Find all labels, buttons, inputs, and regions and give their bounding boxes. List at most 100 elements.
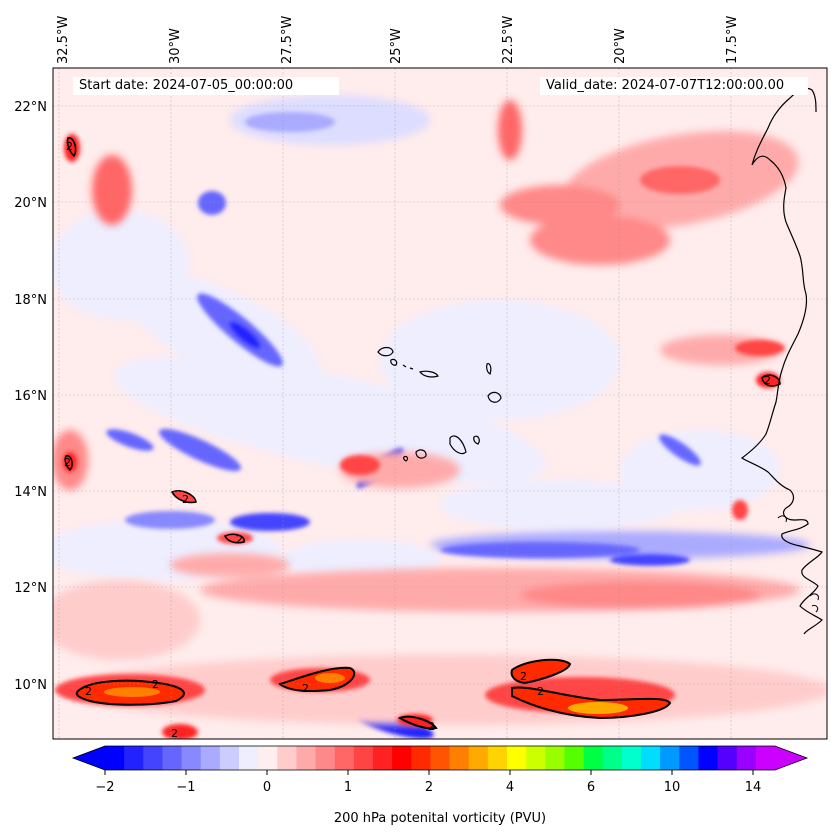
island-boa-vista xyxy=(487,391,502,403)
island-santiago xyxy=(449,435,467,455)
colorbar-tick-labels: −2 −1 0 1 2 4 6 10 14 xyxy=(95,780,761,795)
colorbar-segment xyxy=(641,746,661,770)
latitude-labels: 22°N 20°N 18°N 16°N 14°N 12°N 10°N xyxy=(14,100,47,693)
colorbar-tick-label: 6 xyxy=(587,780,595,795)
colorbar-extend-low xyxy=(73,746,105,770)
colorbar-segment xyxy=(162,746,183,770)
colorbar-segment xyxy=(660,746,680,770)
lon-label: 30°W xyxy=(168,28,183,64)
contour-label: 2 xyxy=(520,670,527,683)
strong-pv-area xyxy=(640,166,720,194)
low-pv-area xyxy=(620,430,780,510)
lon-label: 27.5°W xyxy=(280,16,295,64)
lon-label: 17.5°W xyxy=(725,16,740,64)
map-panel: 2 2 2 2 2 2 2 2 2 2 2 2 xyxy=(53,68,827,740)
west-africa-coastline xyxy=(740,87,823,635)
contour-label: 2 xyxy=(171,727,178,740)
pv-max-core xyxy=(568,702,628,714)
colorbar-segment xyxy=(219,746,240,770)
lat-label: 20°N xyxy=(14,196,47,211)
high-pv-area xyxy=(92,155,132,225)
pv-contour-region xyxy=(66,137,77,158)
low-pv-area xyxy=(114,356,546,484)
island-sal xyxy=(486,363,492,375)
strong-pv-area xyxy=(732,500,748,520)
pv-max-core xyxy=(104,687,160,697)
colorbar-segment xyxy=(296,746,317,770)
colorbar-tick-label: −1 xyxy=(176,780,195,795)
cape-verde-islands xyxy=(377,346,502,462)
negative-pv-streak xyxy=(659,434,701,466)
high-pv-area xyxy=(498,100,522,160)
colorbar-segment xyxy=(353,746,374,770)
colorbar-tick-label: 2 xyxy=(425,780,433,795)
colorbar-segment xyxy=(679,746,699,770)
pv-contour-region xyxy=(223,533,245,544)
high-pv-area xyxy=(500,185,620,225)
coastline-detail xyxy=(809,593,819,601)
contour-label: 2 xyxy=(85,685,92,698)
colorbar-segment xyxy=(621,746,642,770)
negative-pv-features xyxy=(106,112,701,739)
contour-labels: 2 2 2 2 2 2 2 2 2 2 2 2 xyxy=(64,140,771,740)
contour-label: 2 xyxy=(182,493,189,506)
island-fogo xyxy=(415,449,427,459)
colorbar-tick-label: 10 xyxy=(664,780,681,795)
negative-pv-streak xyxy=(440,542,640,558)
colorbar-ticks xyxy=(104,770,754,775)
colorbar-tick-label: 14 xyxy=(745,780,762,795)
strong-pv-area xyxy=(162,724,198,739)
longitude-labels: 32.5°W 30°W 27.5°W 25°W 22.5°W 20°W 17.5… xyxy=(56,16,740,64)
pv-2-contours xyxy=(64,137,781,730)
contour-label: 2 xyxy=(428,720,435,733)
colorbar-tick-label: 4 xyxy=(506,780,514,795)
colorbar-segment xyxy=(736,746,757,770)
colorbar-segment xyxy=(143,746,163,770)
colorbar-segment xyxy=(411,746,431,770)
colorbar-segment xyxy=(545,746,565,770)
contour-label: 2 xyxy=(64,456,71,469)
colorbar-segment xyxy=(315,746,336,770)
lon-label: 20°W xyxy=(613,28,628,64)
pv-max-core xyxy=(315,673,345,683)
lon-label: 22.5°W xyxy=(501,16,516,64)
colorbar-segment xyxy=(200,746,221,770)
map-frame xyxy=(52,67,828,740)
pv-contour-region xyxy=(510,658,572,685)
pv-contour-region xyxy=(170,490,197,504)
contour-label: 2 xyxy=(152,678,159,691)
contour-label: 2 xyxy=(302,682,309,695)
colorbar-segment xyxy=(430,746,451,770)
negative-pv-streak xyxy=(158,428,242,472)
colorbar-extend-high xyxy=(775,746,807,770)
gridlines xyxy=(53,68,827,739)
coastline-detail xyxy=(777,515,787,523)
colorbar-segment xyxy=(449,746,470,770)
negative-pv-core xyxy=(229,321,261,349)
high-pv-area xyxy=(530,215,670,265)
colorbar-segment xyxy=(755,746,776,770)
contour-label: 2 xyxy=(537,685,544,698)
colorbar-segment xyxy=(277,746,297,770)
colorbar-segment xyxy=(105,746,125,770)
colorbar-tick-label: 1 xyxy=(344,780,352,795)
colorbar-segments xyxy=(105,746,776,770)
negative-pv-streak xyxy=(198,191,226,215)
strong-pv-area xyxy=(735,340,785,356)
colorbar-segment xyxy=(583,746,604,770)
island-santo-antao xyxy=(377,346,394,357)
colorbar-segment xyxy=(526,746,546,770)
lat-label: 14°N xyxy=(14,485,47,500)
valid-date-text: Valid_date: 2024-07-07T12:00:00.00 xyxy=(546,78,785,93)
colorbar-tick-label: −2 xyxy=(95,780,114,795)
contour-label: 2 xyxy=(236,533,243,546)
contour-label: 2 xyxy=(66,140,73,153)
valid-date-annotation: Valid_date: 2024-07-07T12:00:00.00 xyxy=(540,77,808,95)
colorbar-segment xyxy=(373,746,393,770)
high-pv-area xyxy=(170,553,290,577)
low-pv-area xyxy=(380,300,620,420)
lat-label: 18°N xyxy=(14,293,47,308)
lon-label: 32.5°W xyxy=(56,16,71,64)
